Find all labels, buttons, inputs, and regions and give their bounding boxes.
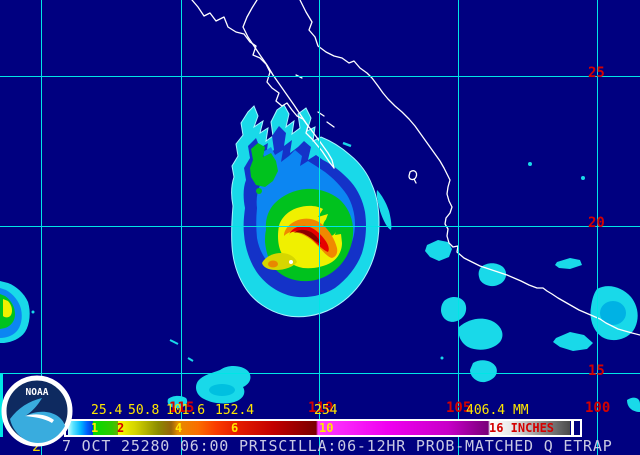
colorbar-tick-4: 4 [175,421,183,435]
precip-main-storm [231,104,392,318]
left-edge-strip [0,373,3,437]
scale-label-254: 254 [314,403,338,418]
noaa-logo-text: NOAA [26,387,49,398]
noaa-logo-graphic: NOAA [1,375,73,447]
precip-cells-east [342,141,640,412]
rainfall-colorbar: 1 2 4 6 10 16 INCHES [64,419,582,437]
scale-label-101-6: 101.6 [166,403,206,418]
colorbar-inches-label: 16 INCHES [489,421,555,435]
rainfall-gradient [68,421,570,435]
baja-west-coastline [191,0,335,169]
colorbar-end-tick [571,421,574,435]
baja-east-coastline [242,0,335,169]
colorbar-tick-6: 6 [231,421,239,435]
precip-cells-south [167,339,251,409]
lat-label-15: 15 [588,363,605,379]
lat-label-25: 25 [588,65,605,81]
lon-label-115: 115 [169,400,195,416]
precip-cell-left-edge [0,281,35,343]
mainland-coastline [299,0,640,336]
colorbar-tick-10: 10 [319,421,334,435]
colorbar-tick-1: 1 [91,421,99,435]
coastal-island [408,170,418,184]
lon-label-100: 100 [585,400,611,416]
lon-label-105: 105 [446,400,472,416]
product-caption: 7 OCT 25280 06:00 PRISCILLA:06-12HR PROB… [62,437,613,455]
scale-label-25-4: 25.4 [91,403,123,418]
lat-label-20: 20 [588,215,605,231]
noaa-logo: NOAA [0,374,75,449]
precipitation-layer [0,104,640,412]
lon-label-110: 110 [308,400,334,416]
scale-label-406-4-mm: 406.4 MM [466,403,529,418]
scale-label-152-4: 152.4 [215,403,255,418]
noaa-logo-wave [10,398,65,443]
noaa-logo-gull-icon [25,414,54,423]
scale-label-50-8: 50.8 [128,403,160,418]
colorbar-tick-2: 2 [117,421,125,435]
